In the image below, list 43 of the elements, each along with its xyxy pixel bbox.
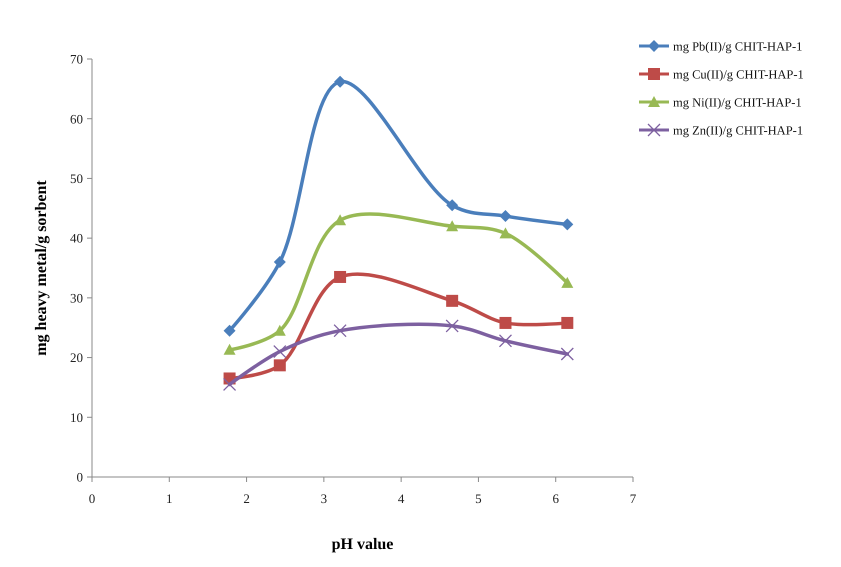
y-tick-label: 60 xyxy=(70,111,83,126)
point xyxy=(499,210,512,222)
point xyxy=(334,270,346,283)
x-tick-label: 1 xyxy=(166,491,173,506)
point xyxy=(274,256,286,268)
x-tick-label: 5 xyxy=(475,491,482,506)
point xyxy=(274,359,286,372)
point xyxy=(499,316,512,329)
legend-label: mg Zn(II)/g CHIT-HAP-1 xyxy=(673,123,804,138)
point xyxy=(560,347,574,361)
x-tick-label: 2 xyxy=(243,491,250,506)
point xyxy=(561,316,574,329)
point xyxy=(334,214,346,226)
point xyxy=(273,344,286,358)
x-tick-label: 0 xyxy=(88,491,96,506)
point xyxy=(446,294,458,307)
point xyxy=(446,220,458,232)
point xyxy=(499,227,512,238)
legend-label: mg Pb(II)/g CHIT-HAP-1 xyxy=(673,39,802,54)
point xyxy=(446,319,459,333)
y-tick-label: 30 xyxy=(70,290,83,306)
y-tick-label: 70 xyxy=(70,52,83,67)
legend-label: mg Ni(II)/g CHIT-HAP-1 xyxy=(673,95,802,110)
point xyxy=(222,378,236,392)
point xyxy=(561,276,574,288)
point xyxy=(561,218,574,230)
y-tick-label: 50 xyxy=(70,170,83,186)
point xyxy=(224,324,236,337)
y-axis-title: mg heavy metal/g sorbent xyxy=(33,180,50,356)
y-tick-label: 40 xyxy=(70,230,83,246)
point xyxy=(224,344,236,355)
x-tick-label: 7 xyxy=(630,491,637,506)
x-axis-title: pH value xyxy=(332,536,394,553)
point xyxy=(498,334,512,348)
y-tick-label: 20 xyxy=(70,350,83,366)
point xyxy=(333,324,347,338)
y-tick-label: 0 xyxy=(76,470,83,485)
x-tick-label: 4 xyxy=(398,491,405,506)
legend-label: mg Cu(II)/g CHIT-HAP-1 xyxy=(673,67,804,82)
x-tick-label: 3 xyxy=(320,491,328,506)
point xyxy=(446,199,458,212)
y-tick-label: 10 xyxy=(70,410,83,425)
x-tick-label: 6 xyxy=(552,491,560,506)
